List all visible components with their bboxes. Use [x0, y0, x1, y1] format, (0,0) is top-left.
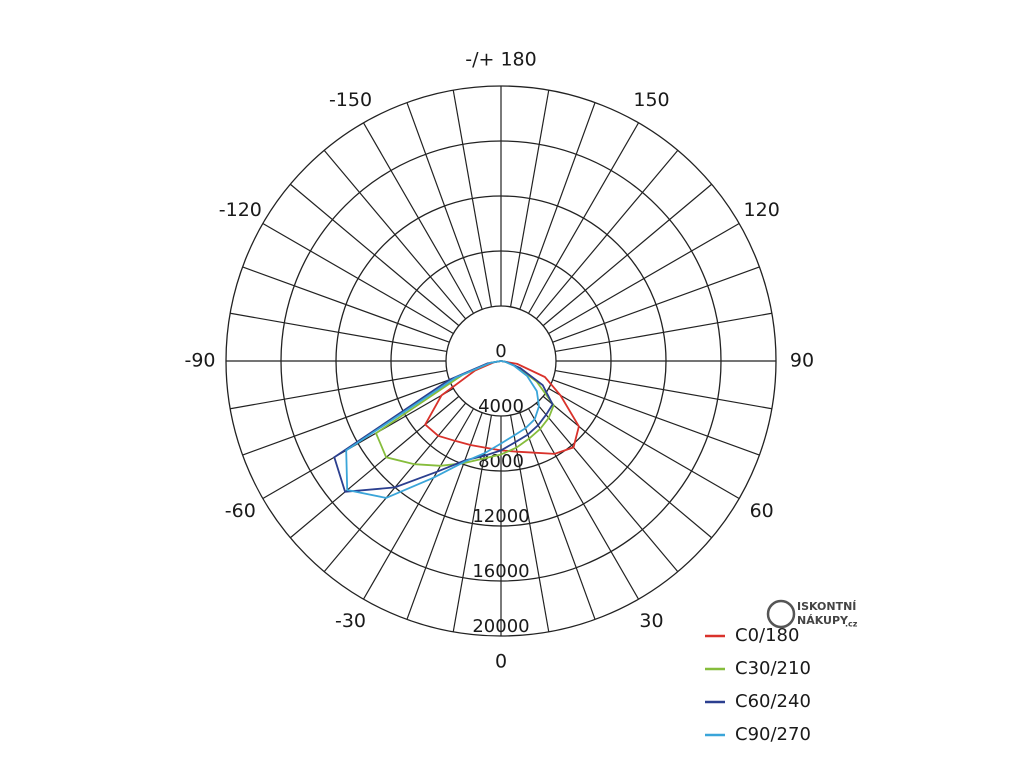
ring-grid-line — [335, 195, 667, 527]
angle-tick-label: -120 — [219, 199, 262, 221]
angle-tick-label: 0 — [495, 651, 507, 673]
angle-tick-label: -90 — [184, 350, 215, 372]
angle-tick-label: 150 — [633, 89, 669, 111]
watermark: ISKONTNÍ NÁKUPY .cz — [766, 599, 858, 629]
legend-label: C90/270 — [735, 724, 811, 745]
angle-tick-label: 30 — [639, 610, 663, 632]
watermark-suffix: .cz — [845, 620, 858, 629]
ring-grid-line — [225, 85, 777, 637]
angle-tick-label: 60 — [750, 500, 774, 522]
radial-tick-label: 16000 — [472, 561, 529, 582]
angle-tick-label: -150 — [329, 89, 372, 111]
radial-tick-label: 4000 — [478, 396, 524, 417]
angle-tick-label: 120 — [744, 199, 780, 221]
watermark-logo — [766, 599, 796, 629]
ring-grid-line — [390, 250, 612, 472]
ring-grid-line — [445, 305, 557, 417]
angle-tick-label: -30 — [335, 610, 366, 632]
radial-tick-label: 20000 — [472, 616, 529, 637]
watermark-line1: ISKONTNÍ — [797, 600, 856, 613]
radial-tick-label: 0 — [495, 341, 506, 362]
legend-label: C0/180 — [735, 625, 799, 646]
angle-tick-label: -60 — [225, 500, 256, 522]
series-line — [333, 360, 554, 493]
series-line — [345, 360, 540, 499]
radial-tick-label: 12000 — [472, 506, 529, 527]
angle-tick-label: 90 — [790, 350, 814, 372]
legend-label: C60/240 — [735, 691, 811, 712]
ring-grid-line — [280, 140, 722, 582]
legend-label: C30/210 — [735, 658, 811, 679]
watermark-line2: NÁKUPY — [797, 614, 849, 627]
angle-tick-label: -/+ 180 — [465, 49, 536, 71]
